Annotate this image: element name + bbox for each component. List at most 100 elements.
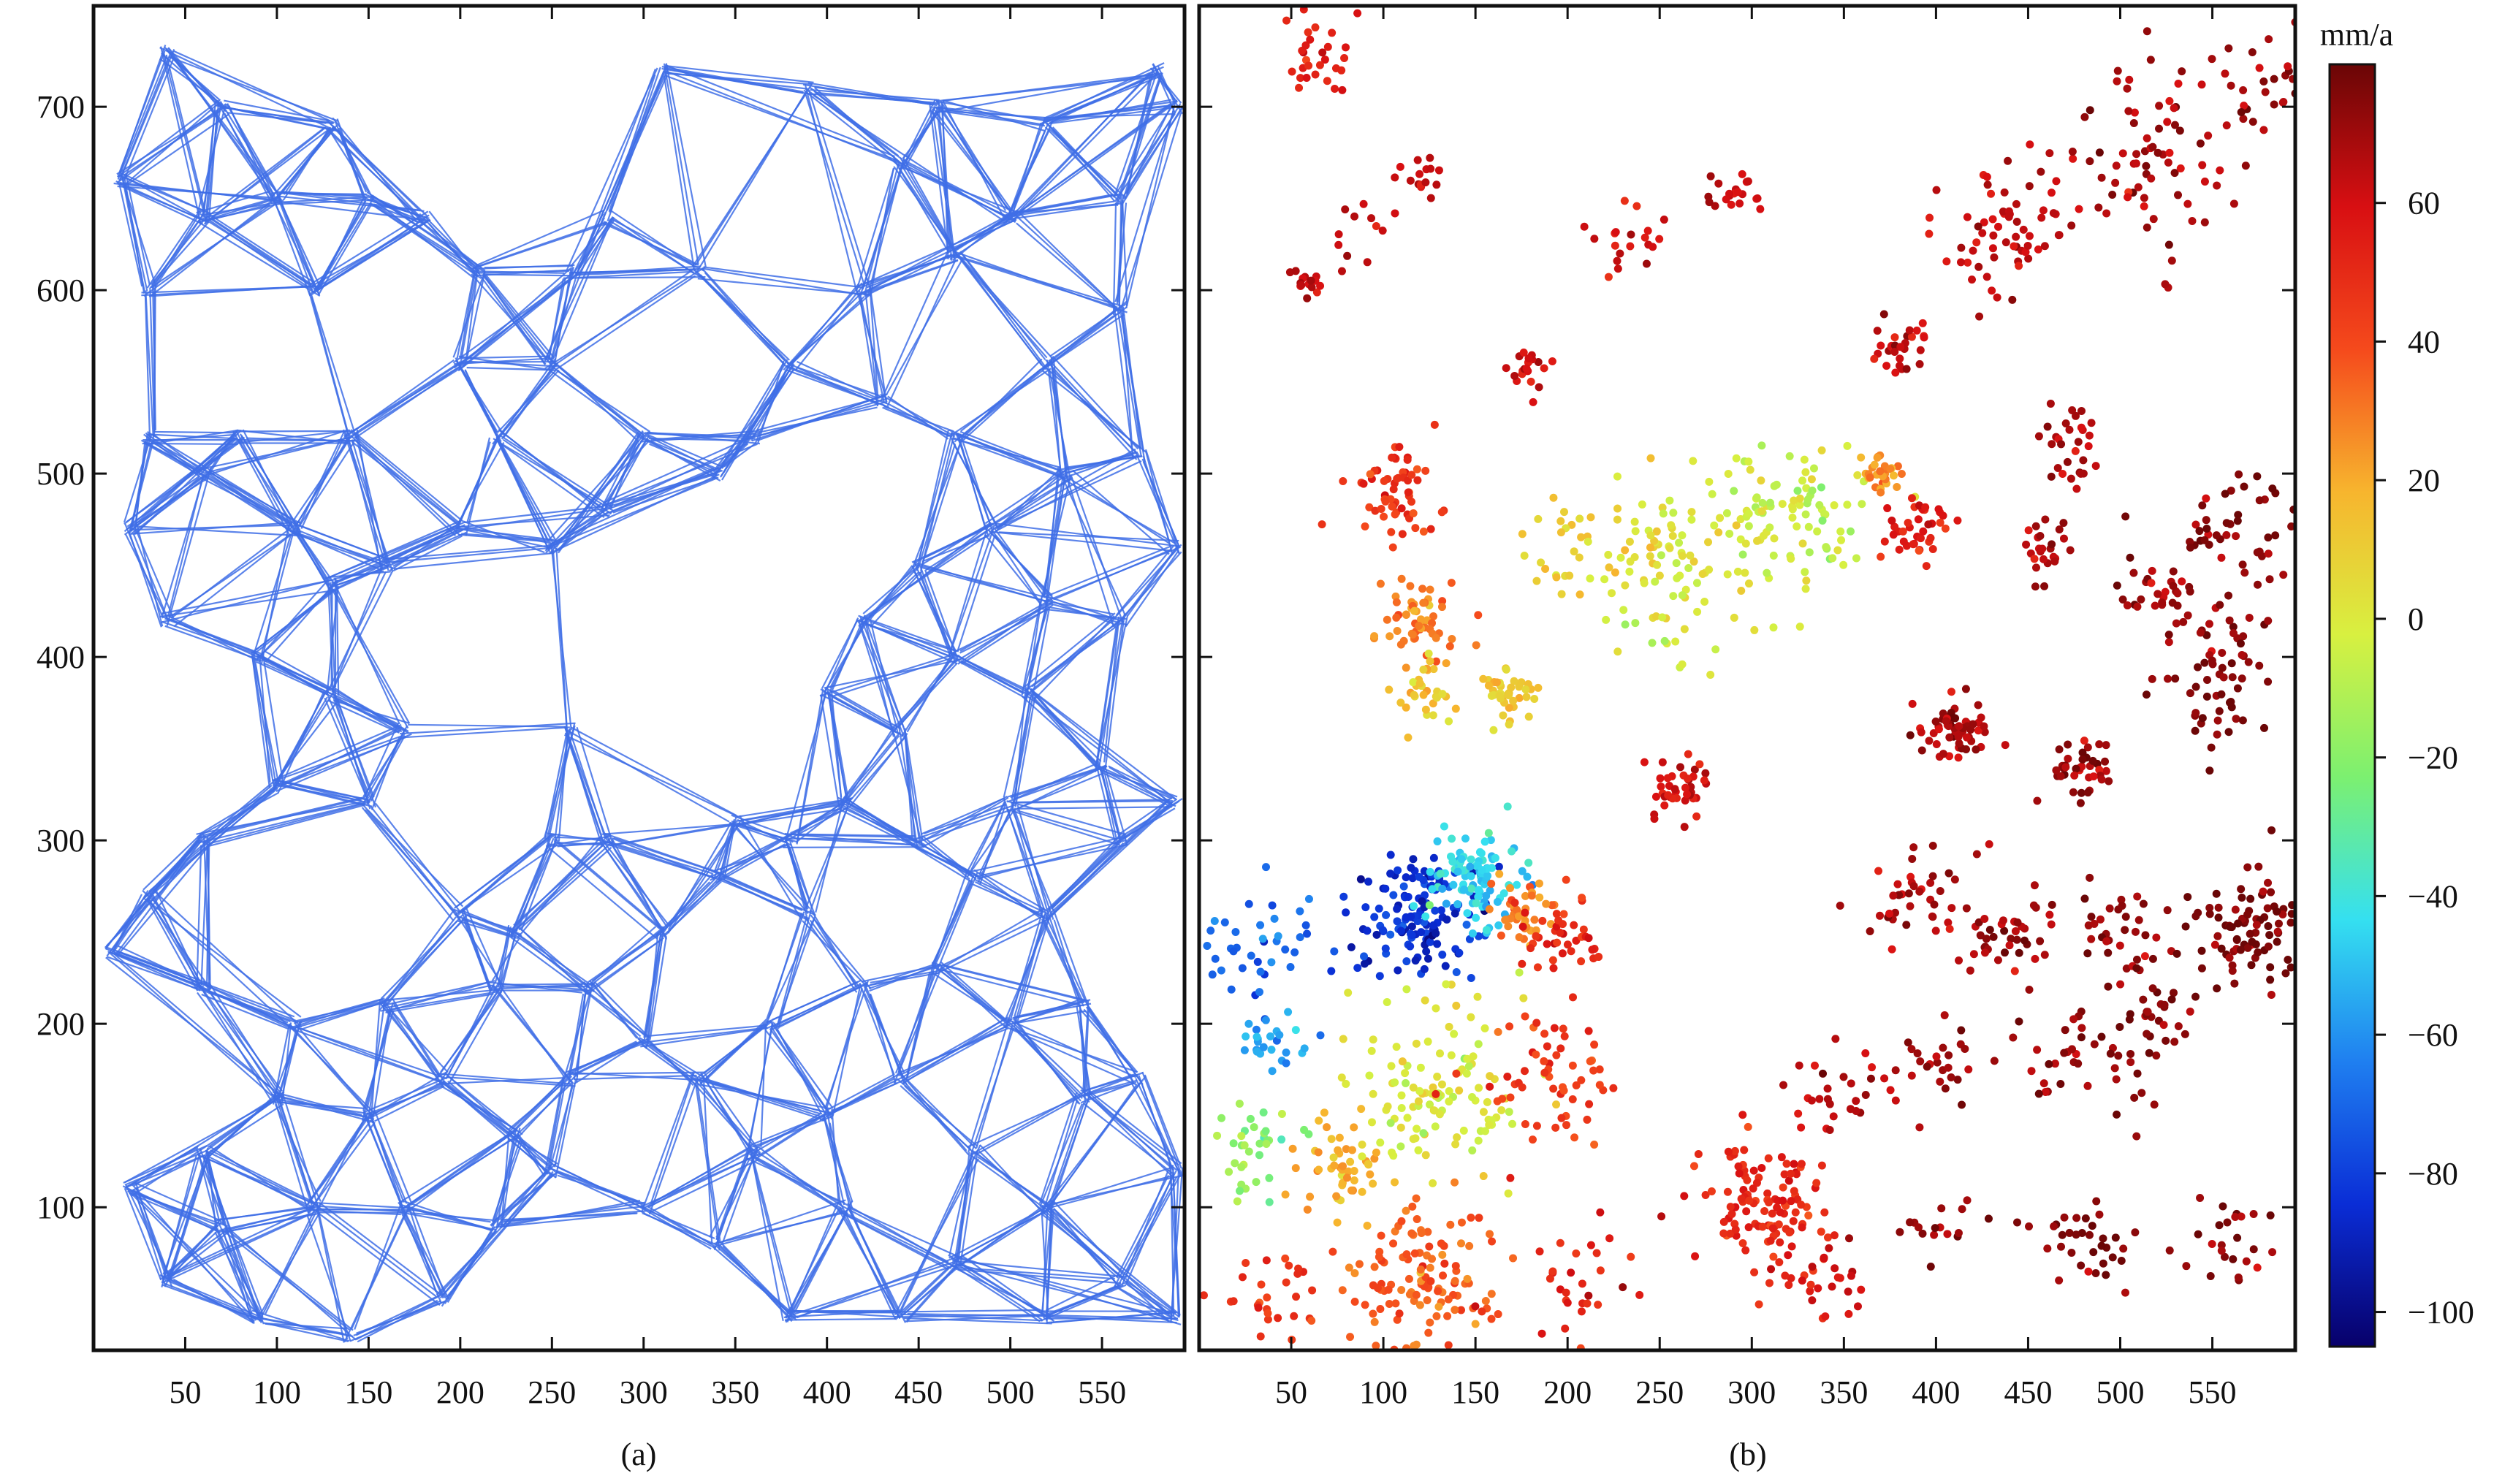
network-edge	[124, 523, 164, 619]
network-edge	[265, 1203, 322, 1314]
scatter-point	[2153, 590, 2162, 598]
scatter-point	[1972, 745, 1980, 754]
scatter-point	[1520, 1067, 1529, 1076]
scatter-point	[1256, 1332, 1265, 1341]
scatter-point	[1738, 1239, 1747, 1248]
scatter-point	[1802, 577, 1811, 585]
scatter-point	[2191, 726, 2200, 735]
scatter-point	[2105, 904, 2114, 913]
scatter-point	[2200, 536, 2209, 544]
scatter-point	[1852, 1097, 1860, 1106]
scatter-point	[1925, 229, 1934, 238]
network-edge	[555, 275, 696, 371]
scatter-point	[1514, 912, 1523, 921]
network-edge	[1063, 470, 1114, 626]
scatter-point	[1502, 665, 1510, 674]
scatter-point	[1705, 566, 1714, 574]
network-edge	[1027, 687, 1176, 800]
scatter-point	[2050, 1222, 2058, 1230]
scatter-point	[1434, 1302, 1443, 1311]
network-edge	[649, 936, 667, 1040]
scatter-point	[2264, 921, 2273, 930]
scatter-point	[1274, 932, 1282, 940]
scatter-point	[2013, 918, 2022, 927]
colorbar-tick-label: −20	[2408, 740, 2458, 776]
scatter-point	[2142, 690, 2151, 699]
scatter-point	[1423, 1038, 1432, 1046]
scatter-point	[2212, 531, 2221, 540]
network-edge	[886, 259, 963, 395]
network-edge	[272, 1023, 291, 1105]
scatter-point	[1501, 916, 1510, 924]
scatter-point	[1358, 1152, 1366, 1161]
network-edge	[273, 689, 336, 788]
scatter-point	[1757, 507, 1766, 516]
scatter-point	[1817, 1161, 1826, 1170]
scatter-point	[2161, 280, 2170, 289]
scatter-point	[2248, 937, 2257, 946]
network-edge	[334, 695, 375, 798]
scatter-point	[1589, 1066, 1598, 1075]
network-edge	[154, 210, 206, 287]
network-edge	[576, 994, 586, 1082]
network-edge	[826, 1111, 842, 1206]
scatter-point	[2047, 472, 2056, 481]
scatter-point	[1976, 931, 1985, 940]
scatter-point	[1808, 1296, 1817, 1305]
scatter-point	[1749, 1166, 1758, 1175]
scatter-point	[2057, 440, 2066, 449]
scatter-point	[1372, 1342, 1380, 1350]
scatter-point	[1402, 957, 1411, 966]
scatter-point	[1787, 555, 1795, 563]
scatter-point	[1407, 922, 1416, 931]
scatter-point	[1262, 1256, 1271, 1265]
scatter-point	[1963, 733, 1972, 742]
scatter-point	[2233, 684, 2242, 693]
scatter-point	[2213, 730, 2221, 739]
network-edge	[902, 167, 954, 250]
scatter-point	[1509, 696, 1518, 705]
scatter-point	[1416, 615, 1425, 624]
network-edge	[645, 1038, 696, 1085]
scatter-point	[1947, 688, 1955, 696]
network-edge	[639, 1027, 768, 1044]
network-edge	[938, 106, 1014, 212]
scatter-point	[1416, 1266, 1425, 1274]
scatter-point	[1994, 222, 2003, 231]
scatter-point	[1769, 1252, 1778, 1261]
scatter-point	[1914, 515, 1923, 524]
scatter-point	[2273, 937, 2281, 946]
network-edge	[129, 524, 292, 531]
network-edge	[168, 1147, 209, 1281]
network-edge	[499, 931, 511, 985]
network-edge	[144, 294, 151, 441]
scatter-point	[1659, 509, 1668, 518]
scatter-point	[2123, 84, 2132, 93]
scatter-point	[1370, 913, 1379, 921]
network-edge	[789, 841, 813, 909]
scatter-point	[1361, 1301, 1369, 1309]
scatter-point	[1660, 801, 1669, 810]
scatter-point	[1457, 855, 1466, 864]
network-edge	[310, 1201, 411, 1209]
scatter-point	[1277, 1135, 1286, 1144]
network-edge	[482, 273, 558, 367]
scatter-point	[1445, 1087, 1453, 1095]
network-edge	[1049, 1176, 1171, 1209]
scatter-point	[1497, 931, 1505, 940]
network-edge	[544, 218, 612, 361]
network-edge	[796, 687, 827, 845]
scatter-point	[1930, 1230, 1939, 1239]
network-edge	[848, 737, 906, 803]
scatter-point	[1391, 173, 1399, 182]
network-edge	[1022, 612, 1116, 689]
scatter-point	[1595, 1065, 1604, 1074]
network-edge	[299, 530, 387, 567]
network-edge	[1117, 195, 1125, 302]
network-edge	[910, 845, 973, 883]
network-edge	[364, 1070, 448, 1121]
scatter-point	[1570, 921, 1578, 929]
scatter-point	[1311, 70, 1320, 79]
network-edge	[1054, 549, 1171, 601]
network-edge	[382, 915, 468, 1008]
